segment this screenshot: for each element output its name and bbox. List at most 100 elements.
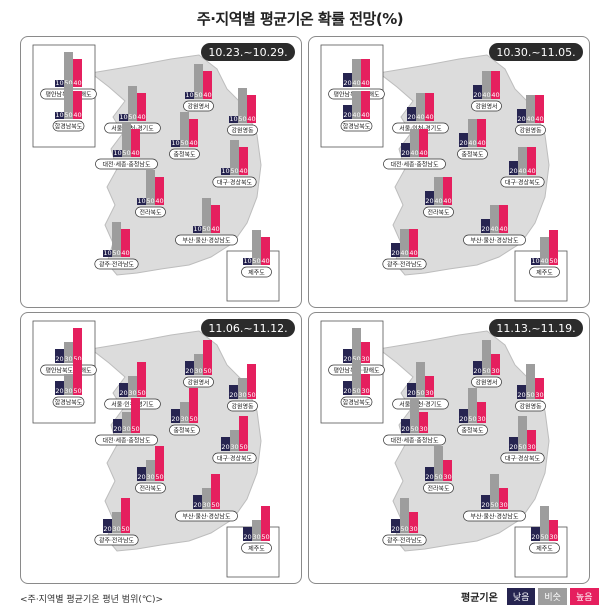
legend: 평균기온 낮음 비슷 높음 [461,588,599,605]
bar-value-label: 10 [55,111,63,119]
bar-normal [540,237,549,265]
bar-normal [416,93,425,121]
region-label: 강원영동 [231,127,254,135]
bar-high [443,177,452,205]
bar-value-label: 50 [64,79,72,87]
bar-high [211,474,220,509]
bar-value-label: 10 [221,167,229,175]
bar-value-label: 40 [535,115,543,123]
region-label: 충청북도 [173,151,196,159]
bar-normal [434,177,443,205]
bar-high [361,342,370,363]
bar-value-label: 30 [128,389,136,397]
region-group: 20 50 30 전라북도 [423,446,454,494]
region-label: 전라북도 [139,209,162,217]
region-group: 20 30 50 강원영동 [227,364,258,412]
bar-low [473,361,482,375]
bar-low [221,168,230,175]
region-label-bg [169,148,200,160]
legend-title: 평균기온 [461,593,498,604]
region-label-bg [463,234,526,246]
bar-value-label: 10 [137,197,145,205]
bar-normal [230,430,239,451]
bar-value-label: 20 [243,533,251,541]
bar-high [535,378,544,399]
bar-value-label: 40 [400,249,408,257]
bar-value-label: 30 [202,501,210,509]
bar-low [229,116,238,123]
bar-value-label: 30 [549,533,557,541]
bar-value-label: 40 [477,139,485,147]
bar-low [517,385,526,399]
bar-value-label: 20 [391,249,399,257]
region-label-bg [383,158,446,170]
bar-normal [112,222,121,257]
bar-high [203,340,212,375]
region-label-bg [471,376,502,388]
region-label: 대구·경상북도 [505,455,541,463]
bar-low [509,437,518,451]
bar-high [419,412,428,433]
region-group: 10 50 40 광주·전라남도 [94,222,139,270]
bar-value-label: 50 [155,473,163,481]
bar-normal [526,364,535,399]
region-group: 20 30 50 강원영서 [183,340,214,388]
bar-value-label: 50 [526,391,534,399]
region-label: 부산·울산·경상남도 [183,237,231,245]
bar-low [55,349,64,363]
bar-value-label: 40 [203,91,211,99]
bar-value-label: 50 [73,387,81,395]
region-group: 20 50 30 제주도 [529,506,560,554]
period-label: 10.23.~10.29. [208,46,287,59]
region-label: 함경남북도 [55,123,83,131]
bar-value-label: 20 [473,91,481,99]
region-label-bg [135,206,166,218]
bar-low [113,419,122,433]
region-group: 20 50 30 광주·전라남도 [382,498,427,546]
bar-value-label: 50 [203,367,211,375]
bar-value-label: 30 [361,355,369,363]
bar-value-label: 50 [252,257,260,265]
region-group: 10 50 40 제주도 [241,230,272,278]
period-badge-bg [201,43,295,61]
region-group: 20 30 50 충청북도 [169,388,200,436]
region-label-bg [529,266,560,278]
period-badge: 11.13.~11.19. [489,319,583,337]
bar-value-label: 20 [425,473,433,481]
bar-normal [482,340,491,375]
bar-low [481,219,490,233]
region-label-bg [423,482,454,494]
bar-value-label: 50 [112,249,120,257]
bar-value-label: 20 [531,533,539,541]
bar-value-label: 10 [193,225,201,233]
bar-low [509,161,518,175]
bar-value-label: 50 [540,533,548,541]
bar-value-label: 50 [239,443,247,451]
bar-normal [238,88,247,123]
bar-high [131,398,140,433]
bar-value-label: 20 [509,167,517,175]
region-group: 10 50 40 대구·경상북도 [212,140,257,188]
bar-value-label: 30 [491,367,499,375]
bar-low [407,107,416,121]
region-label: 서울·인천·경기도 [399,125,442,133]
region-label-bg [392,398,449,410]
bar-value-label: 40 [189,139,197,147]
bar-low [425,467,434,481]
bar-low [137,467,146,481]
bar-high [239,147,248,175]
bar-normal [482,71,491,99]
forecast-panel-week4: 11.13.~11.19.205030평안남북도·황해도205030함경남북도2… [308,312,590,584]
region-label: 광주·전라남도 [387,261,423,269]
bar-value-label: 30 [238,391,246,399]
bar-value-label: 20 [343,111,351,119]
bar-value-label: 20 [185,367,193,375]
bar-low [137,198,146,205]
bar-value-label: 40 [410,149,418,157]
bar-high [549,520,558,541]
region-label-bg [212,452,257,464]
region-label: 부산·울산·경상남도 [471,237,519,245]
bar-value-label: 50 [261,533,269,541]
period-badge-bg [201,319,295,337]
